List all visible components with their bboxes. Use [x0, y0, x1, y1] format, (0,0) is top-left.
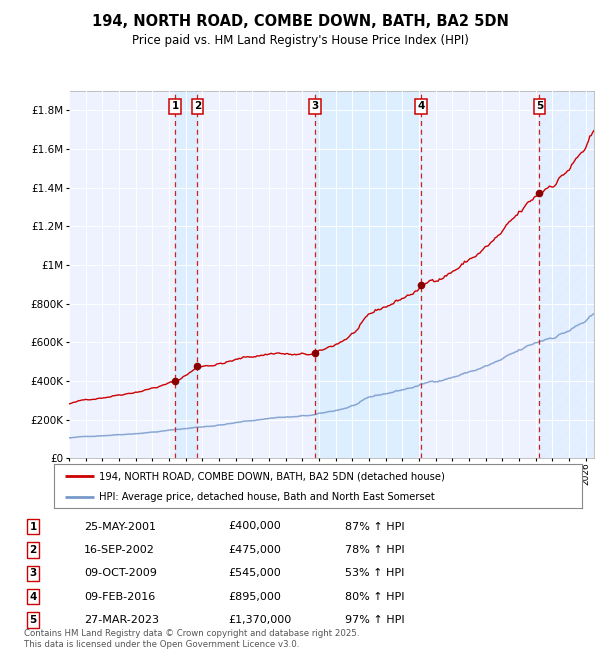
Text: 194, NORTH ROAD, COMBE DOWN, BATH, BA2 5DN: 194, NORTH ROAD, COMBE DOWN, BATH, BA2 5… [92, 14, 508, 29]
Text: 27-MAR-2023: 27-MAR-2023 [84, 615, 159, 625]
Text: 194, NORTH ROAD, COMBE DOWN, BATH, BA2 5DN (detached house): 194, NORTH ROAD, COMBE DOWN, BATH, BA2 5… [99, 471, 445, 482]
Text: HPI: Average price, detached house, Bath and North East Somerset: HPI: Average price, detached house, Bath… [99, 492, 434, 502]
Text: 3: 3 [29, 568, 37, 578]
Text: 5: 5 [29, 615, 37, 625]
Text: 1: 1 [172, 101, 179, 111]
Text: £1,370,000: £1,370,000 [228, 615, 291, 625]
Text: 80% ↑ HPI: 80% ↑ HPI [345, 592, 404, 602]
Text: 53% ↑ HPI: 53% ↑ HPI [345, 568, 404, 578]
Text: 09-FEB-2016: 09-FEB-2016 [84, 592, 155, 602]
Text: 3: 3 [311, 101, 319, 111]
Text: 1: 1 [29, 521, 37, 532]
Text: 97% ↑ HPI: 97% ↑ HPI [345, 615, 404, 625]
Bar [315, 91, 421, 458]
Bar [539, 91, 594, 458]
Text: £895,000: £895,000 [228, 592, 281, 602]
Text: 16-SEP-2002: 16-SEP-2002 [84, 545, 155, 555]
Text: 87% ↑ HPI: 87% ↑ HPI [345, 521, 404, 532]
Text: 5: 5 [536, 101, 543, 111]
Text: 2: 2 [29, 545, 37, 555]
Text: Contains HM Land Registry data © Crown copyright and database right 2025.
This d: Contains HM Land Registry data © Crown c… [24, 629, 359, 649]
Text: 25-MAY-2001: 25-MAY-2001 [84, 521, 156, 532]
Text: 4: 4 [29, 592, 37, 602]
Text: £545,000: £545,000 [228, 568, 281, 578]
Bar [175, 91, 197, 458]
Text: £400,000: £400,000 [228, 521, 281, 532]
Text: Price paid vs. HM Land Registry's House Price Index (HPI): Price paid vs. HM Land Registry's House … [131, 34, 469, 47]
Text: 09-OCT-2009: 09-OCT-2009 [84, 568, 157, 578]
Text: £475,000: £475,000 [228, 545, 281, 555]
Text: 4: 4 [417, 101, 425, 111]
Text: 78% ↑ HPI: 78% ↑ HPI [345, 545, 404, 555]
Text: 2: 2 [194, 101, 201, 111]
